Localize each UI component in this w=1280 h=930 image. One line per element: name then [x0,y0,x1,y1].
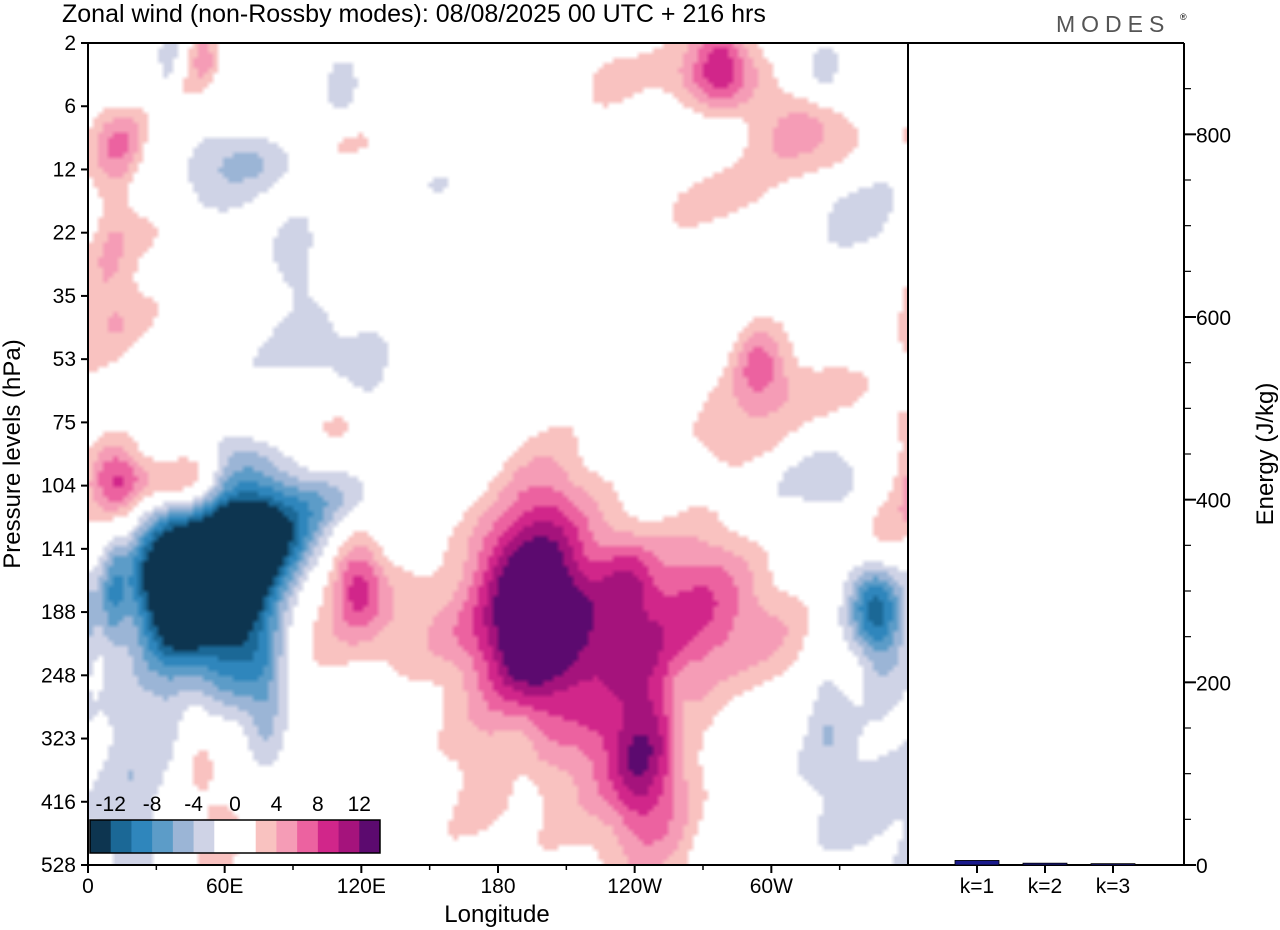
colorbar-label: 0 [229,793,241,816]
colorbar-label: -8 [143,793,162,816]
colorbar-label: 4 [271,793,283,816]
y-tick-label: 188 [41,601,76,624]
wind-field-image [88,43,908,865]
colorbar-swatch [214,820,236,853]
colorbar-swatch [172,820,195,853]
colorbar-swatch [152,820,174,853]
colorbar-label: 12 [348,793,371,816]
colorbar-swatch [359,820,381,853]
y-tick-label: 104 [41,475,76,498]
longitude-axis: 0 60E 120E 180 120W 60W [82,865,841,898]
y-tick-label: 35 [53,285,76,308]
colorbar-swatch [317,820,340,853]
zonal-wind-heatmap [88,43,908,865]
x-tick-label: 0 [82,875,94,898]
colorbar-swatch [90,820,112,853]
y-tick-label: 22 [53,222,76,245]
colorbar-swatch [193,820,215,853]
x-tick-label: 120W [607,875,662,898]
colorbar: -12 -8 -4 0 4 8 12 [89,793,381,854]
y-tick-label: 2 [64,32,76,55]
energy-tick-label: 800 [1196,124,1231,147]
y-tick-label: 248 [41,664,76,687]
energy-category-label: k=3 [1096,875,1130,898]
y-tick-label: 53 [53,348,76,371]
colorbar-swatch [297,820,319,853]
colorbar-label: -4 [184,793,203,816]
colorbar-label: 8 [312,793,324,816]
colorbar-swatch [131,820,153,853]
energy-axis-label: Energy (J/kg) [1252,383,1279,526]
y-axis-label: Pressure levels (hPa) [0,339,26,568]
colorbar-swatch [255,820,277,853]
brand-registered-mark: ® [1180,12,1187,22]
y-tick-label: 528 [41,854,76,877]
y-tick-label: 12 [53,158,76,181]
x-tick-label: 180 [480,875,515,898]
colorbar-swatch [276,820,298,853]
energy-bar [1090,863,1136,866]
energy-tick-label: 400 [1196,490,1231,513]
energy-tick-label: 600 [1196,307,1231,330]
x-axis-label: Longitude [444,901,549,928]
energy-bars: k=1 k=2 k=3 [954,860,1136,898]
energy-bar [1022,862,1068,866]
colorbar-swatch [338,820,360,853]
energy-axis: 0 200 400 600 800 [1184,88,1231,878]
colorbar-swatch [235,820,257,853]
colorbar-label: -12 [96,793,126,816]
energy-category-label: k=2 [1028,875,1062,898]
y-tick-label: 6 [64,95,76,118]
energy-tick-label: 200 [1196,672,1231,695]
y-tick-label: 141 [41,538,76,561]
chart-title: Zonal wind (non-Rossby modes): 08/08/202… [62,0,766,28]
x-tick-label: 60E [206,875,243,898]
y-tick-label: 323 [41,728,76,751]
energy-bar [954,860,1000,866]
x-tick-label: 120E [337,875,386,898]
y-tick-label: 75 [53,411,76,434]
pressure-axis: 2 6 12 22 35 53 75 104 141 188 248 323 416 528 [41,32,88,877]
energy-tick-label: 0 [1196,855,1208,878]
colorbar-border [89,819,381,854]
brand-logo: MODES [1056,11,1170,37]
colorbar-swatch [110,820,132,853]
y-tick-label: 416 [41,791,76,814]
energy-category-label: k=1 [960,875,994,898]
x-tick-label: 60W [750,875,793,898]
